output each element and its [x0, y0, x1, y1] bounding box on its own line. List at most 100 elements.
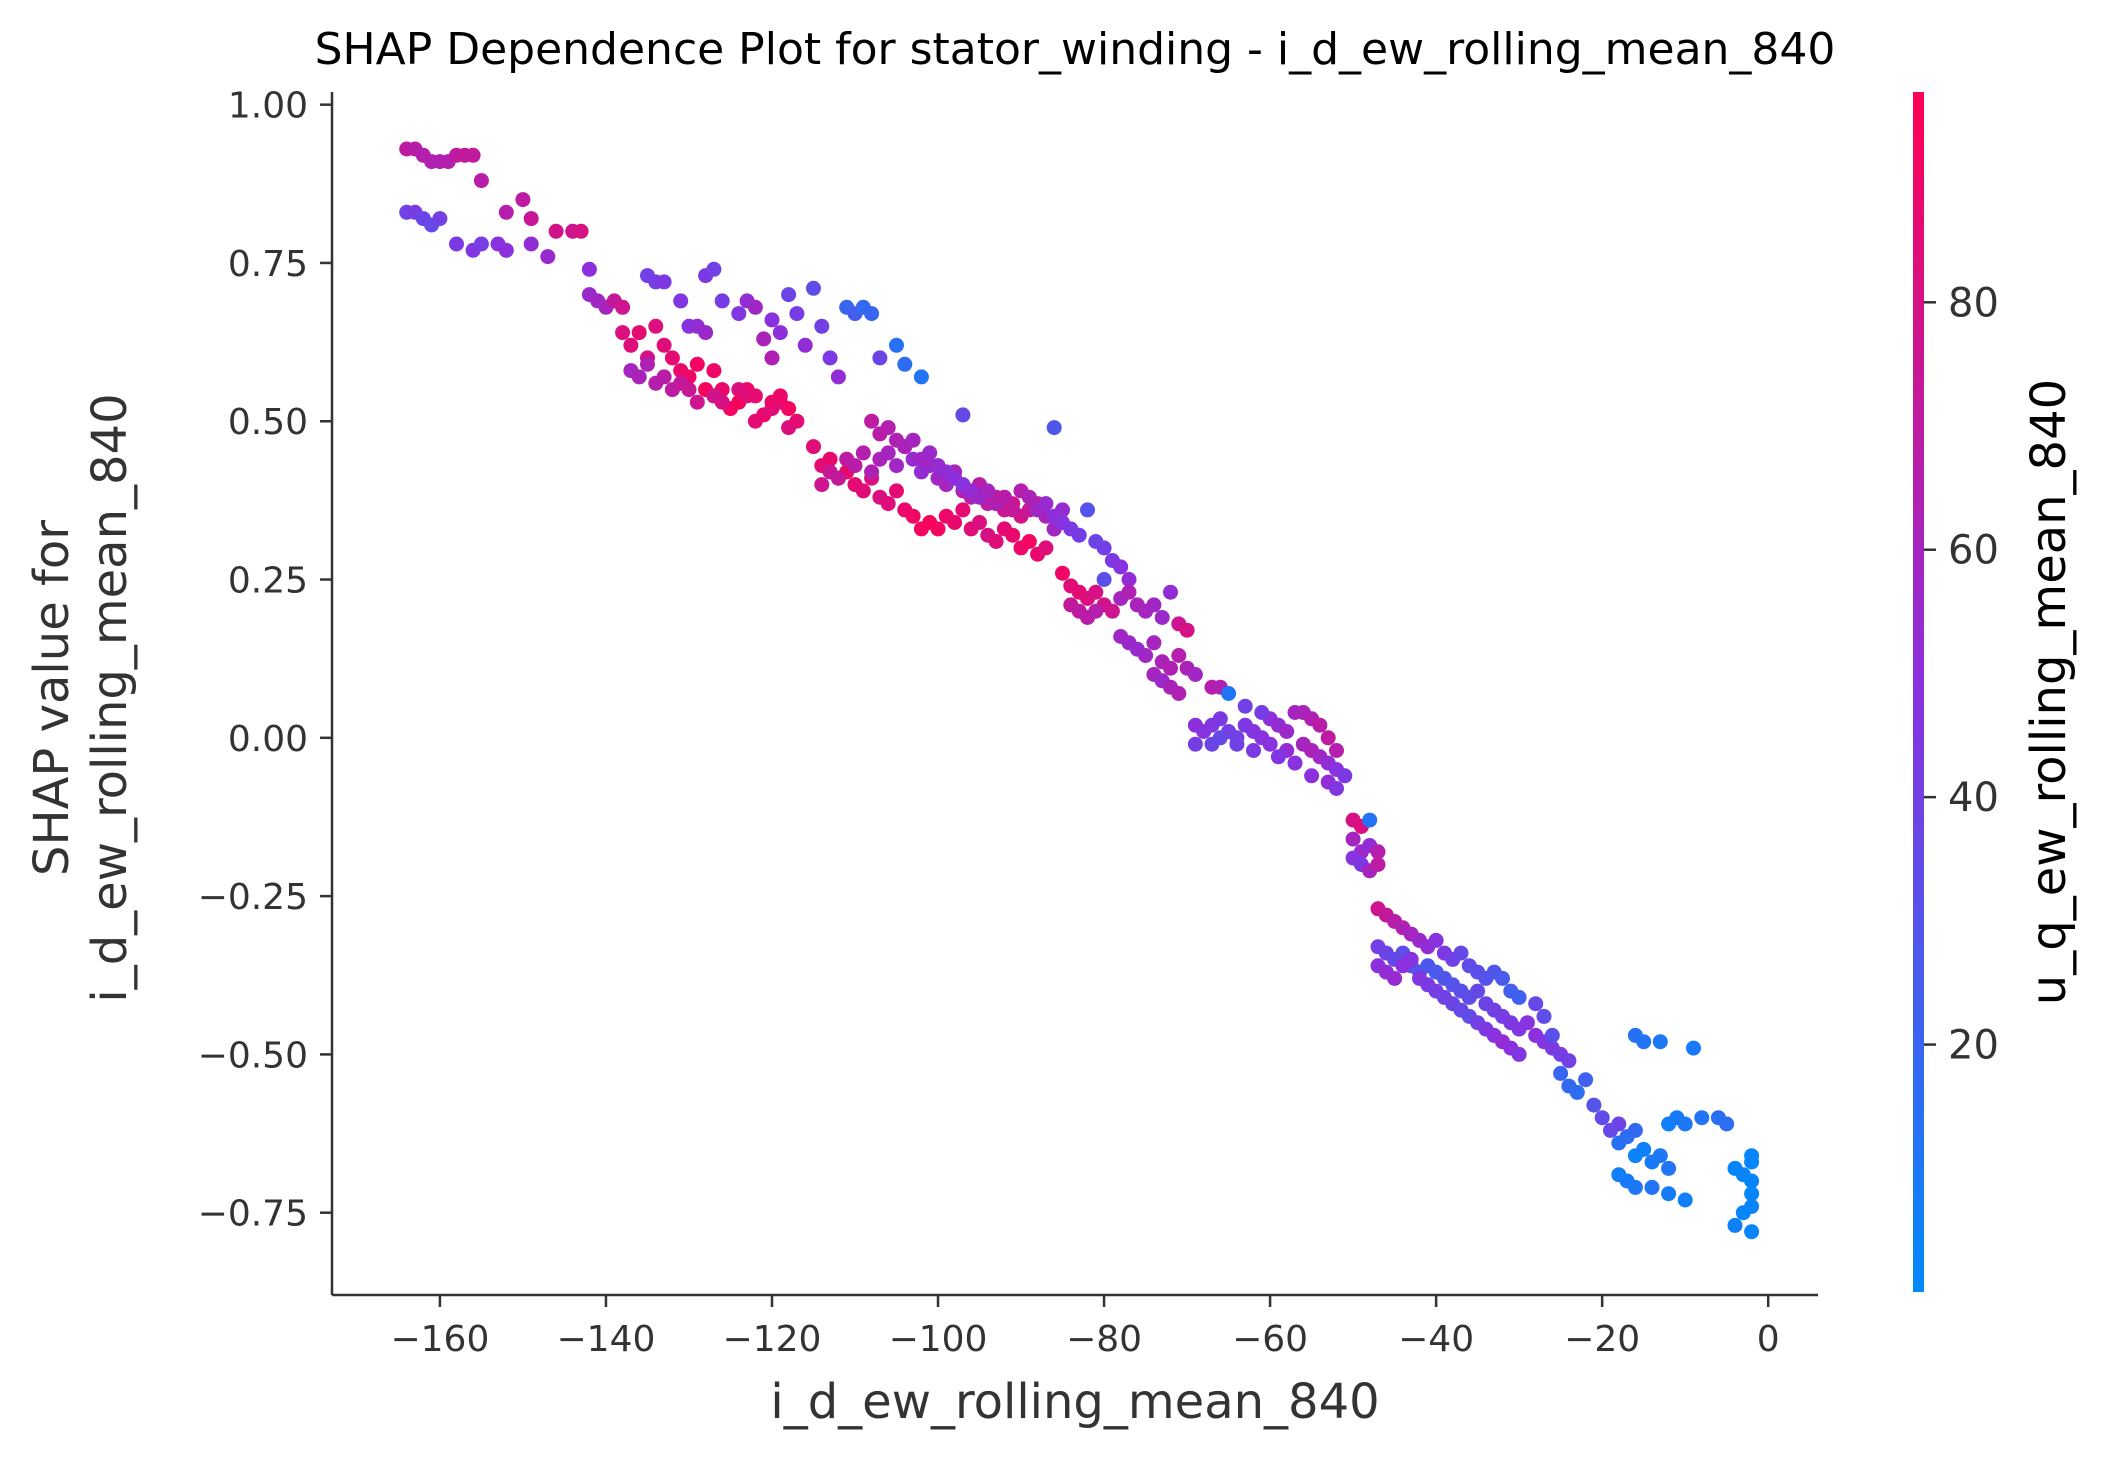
scatter-point — [1287, 755, 1303, 771]
scatter-point — [1088, 584, 1104, 600]
scatter-point — [698, 325, 714, 341]
scatter-point — [880, 420, 896, 436]
scatter-point — [1329, 781, 1344, 796]
scatter-point — [1071, 527, 1087, 543]
scatter-point — [640, 356, 655, 372]
y-tick-label: −0.25 — [198, 877, 308, 918]
scatter-point — [988, 534, 1004, 549]
scatter-point — [1661, 1186, 1677, 1202]
scatter-point — [1212, 730, 1228, 746]
scatter-point — [1370, 844, 1386, 860]
scatter-point — [972, 515, 987, 530]
scatter-point — [905, 432, 921, 448]
scatter-point — [872, 350, 888, 366]
scatter-point — [1611, 1116, 1627, 1132]
x-tick-label: −60 — [1232, 1319, 1308, 1360]
scatter-point — [1453, 945, 1469, 961]
scatter-point — [864, 306, 880, 322]
scatter-point — [1229, 736, 1245, 752]
y-axis-ticks: 1.00 0.75 0.50 0.25 0.00 −0.25 −0.50 −0.75 — [198, 86, 332, 1235]
scatter-point — [1511, 1046, 1527, 1062]
scatter-point — [772, 325, 788, 341]
scatter-point — [1187, 667, 1203, 682]
scatter-point — [889, 483, 904, 499]
x-axis-label: i_d_ew_rolling_mean_840 — [770, 1374, 1379, 1430]
scatter-point — [656, 337, 672, 353]
scatter-point — [648, 318, 664, 334]
scatter-point — [864, 464, 880, 480]
scatter-point — [1046, 420, 1062, 436]
scatter-point — [631, 369, 647, 385]
scatter-point — [781, 401, 797, 417]
scatter-point — [1627, 1122, 1643, 1138]
scatter-point — [1080, 502, 1095, 518]
scatter-point — [1536, 1008, 1552, 1024]
scatter-point — [814, 477, 830, 493]
scatter-point — [656, 274, 672, 290]
scatter-point — [1544, 1027, 1560, 1043]
scatter-point — [1254, 705, 1270, 720]
scatter-point — [1652, 1034, 1668, 1050]
scatter-point — [789, 413, 805, 429]
scatter-point — [1686, 1040, 1701, 1056]
scatter-point — [1038, 540, 1054, 556]
scatter-point — [1096, 540, 1112, 556]
colorbar-tick-label: 80 — [1948, 280, 1999, 326]
scatter-point — [615, 299, 631, 315]
scatter-point — [1694, 1110, 1710, 1126]
scatter-point — [1511, 989, 1527, 1005]
x-tick-label: 0 — [1757, 1319, 1780, 1360]
scatter-point — [1171, 648, 1187, 663]
scatter-point — [830, 369, 846, 385]
scatter-point — [880, 445, 896, 461]
scatter-point — [1146, 597, 1162, 613]
x-tick-label: −40 — [1398, 1319, 1474, 1360]
colorbar-tick-label: 20 — [1948, 1023, 1999, 1069]
x-axis-ticks: −160 −140 −120 −100 −80 −60 −40 −20 0 — [390, 1295, 1780, 1360]
scatter-point — [581, 261, 597, 277]
scatter-point — [797, 337, 813, 353]
scatter-point — [1403, 951, 1419, 967]
scatter-point — [1744, 1198, 1760, 1214]
scatter-point — [473, 236, 489, 252]
y-tick-label: −0.75 — [198, 1194, 308, 1235]
scatter-point — [1088, 603, 1104, 619]
scatter-point — [789, 306, 805, 322]
scatter-point — [1154, 610, 1170, 625]
scatter-point — [623, 337, 639, 353]
scatter-point — [1677, 1116, 1693, 1132]
scatter-point — [1237, 698, 1253, 714]
scatter-point — [1221, 686, 1237, 701]
scatter-point — [1362, 812, 1378, 828]
scatter-point — [1021, 489, 1037, 505]
scatter-point — [1055, 565, 1070, 581]
scatter-points — [399, 141, 1760, 1240]
x-tick-label: −20 — [1564, 1319, 1640, 1360]
scatter-point — [806, 280, 821, 296]
scatter-point — [1005, 502, 1021, 518]
scatter-point — [1677, 1192, 1693, 1208]
y-tick-label: 1.00 — [228, 86, 308, 127]
y-axis-label: SHAP value for i_d_ew_rolling_mean_840 — [24, 393, 138, 1002]
y-tick-label: 0.00 — [228, 719, 308, 760]
scatter-point — [1744, 1148, 1760, 1164]
scatter-point — [615, 325, 631, 341]
scatter-point — [1187, 736, 1203, 752]
scatter-point — [1470, 983, 1486, 999]
scatter-point — [714, 293, 730, 309]
scatter-point — [1163, 584, 1178, 600]
scatter-point — [1553, 1065, 1569, 1081]
scatter-point — [1345, 831, 1361, 847]
scatter-point — [814, 318, 830, 334]
scatter-point — [1586, 1097, 1602, 1113]
scatter-point — [930, 521, 946, 537]
scatter-point — [1329, 743, 1344, 758]
scatter-point — [1246, 743, 1261, 758]
scatter-point — [1138, 648, 1154, 663]
scatter-point — [955, 407, 971, 423]
x-tick-label: −160 — [390, 1319, 489, 1360]
x-tick-label: −120 — [723, 1319, 822, 1360]
colorbar-label: u_q_ew_rolling_mean_840 — [2021, 379, 2077, 1005]
x-tick-label: −100 — [889, 1319, 988, 1360]
